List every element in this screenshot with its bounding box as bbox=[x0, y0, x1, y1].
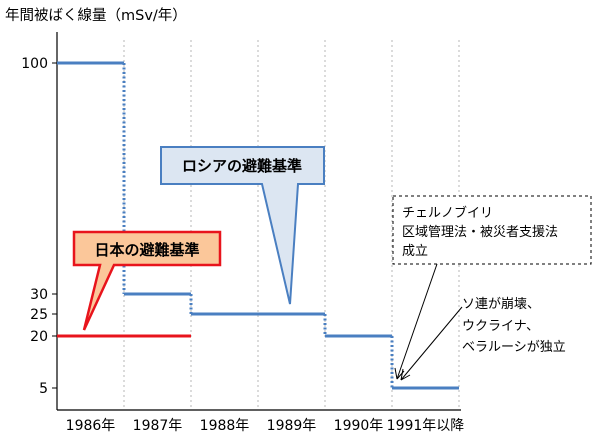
chernobyl-law-line-3: 成立 bbox=[402, 244, 428, 259]
ussr-note-line-3: ベラルーシが独立 bbox=[462, 340, 566, 355]
x-tick-label-5: 1991年以降 bbox=[387, 418, 465, 434]
russia-callout-shape bbox=[160, 146, 325, 305]
x-tick-label-3: 1989年 bbox=[267, 418, 317, 434]
ussr-note-arrowhead bbox=[400, 368, 411, 381]
y-ticks: 100 30 25 20 5 bbox=[21, 56, 57, 397]
chernobyl-law-arrow bbox=[396, 263, 438, 380]
x-tick-label-2: 1988年 bbox=[200, 418, 250, 434]
series-group bbox=[57, 61, 459, 390]
japan-callout: 日本の避難基準 bbox=[72, 230, 222, 331]
chernobyl-law-box-frame bbox=[392, 195, 592, 265]
ussr-note-arrow bbox=[400, 306, 463, 381]
y-tick-label-3: 20 bbox=[30, 329, 48, 345]
x-ticks: 1986年 1987年 1988年 1989年 1990年 1991年以降 bbox=[66, 418, 465, 434]
chernobyl-law-line-1: チェルノブイリ bbox=[402, 205, 493, 221]
russia-callout-text: ロシアの避難基準 bbox=[182, 157, 302, 175]
x-tick-label-4: 1990年 bbox=[334, 418, 384, 434]
ussr-note: ソ連が崩壊、 ウクライナ、 ベラルーシが独立 bbox=[400, 297, 566, 381]
ussr-note-line-2: ウクライナ、 bbox=[462, 319, 539, 334]
chernobyl-law-line-2: 区域管理法・被災者支援法 bbox=[402, 225, 558, 240]
y-tick-label-0: 100 bbox=[21, 56, 48, 72]
y-tick-label-1: 30 bbox=[30, 287, 48, 303]
russia-callout: ロシアの避難基準 bbox=[160, 146, 325, 305]
y-tick-label-2: 25 bbox=[30, 307, 48, 323]
x-tick-label-1: 1987年 bbox=[133, 418, 183, 434]
axes bbox=[56, 32, 461, 411]
japan-callout-text: 日本の避難基準 bbox=[94, 241, 199, 259]
ussr-note-line-1: ソ連が崩壊、 bbox=[462, 297, 540, 312]
x-tick-label-0: 1986年 bbox=[66, 418, 116, 434]
chernobyl-law-box: チェルノブイリ 区域管理法・被災者支援法 成立 bbox=[392, 195, 592, 380]
y-tick-label-4: 5 bbox=[39, 381, 48, 397]
japan-callout-shape bbox=[72, 230, 222, 331]
y-axis-label: 年間被ばく線量（mSv/年） bbox=[5, 7, 187, 24]
